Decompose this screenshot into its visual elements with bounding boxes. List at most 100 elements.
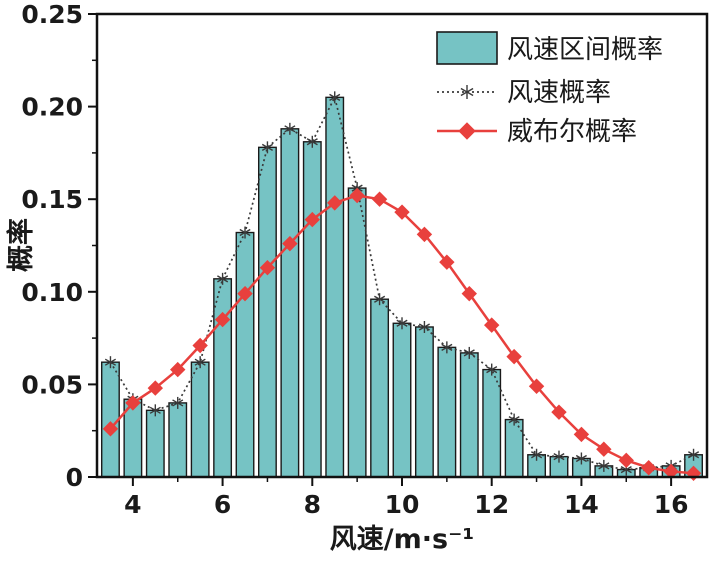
bar-segment xyxy=(504,418,524,478)
diamond-marker xyxy=(618,452,634,469)
asterisk-marker xyxy=(329,91,341,104)
diamond-marker xyxy=(147,380,164,396)
asterisk-spoke xyxy=(306,138,318,146)
diamond-marker xyxy=(327,195,343,211)
diamond-marker xyxy=(458,122,476,140)
asterisk-spoke xyxy=(575,454,587,463)
asterisk-marker xyxy=(575,452,587,465)
asterisk-marker xyxy=(687,448,700,461)
y-tick-label: 0.05 xyxy=(21,370,83,399)
y-tick-label: 0.10 xyxy=(21,278,83,307)
diamond-marker xyxy=(439,254,455,270)
legend-swatch-wind-probability-line xyxy=(437,85,497,99)
diamond-marker xyxy=(371,191,388,207)
diamond-marker xyxy=(416,226,433,243)
wind-probability-line xyxy=(109,94,694,471)
asterisk-spoke xyxy=(463,349,475,357)
bar-segment xyxy=(145,409,165,478)
asterisk-spoke xyxy=(217,275,229,283)
diamond-marker xyxy=(506,348,522,365)
asterisk-spoke xyxy=(239,228,251,237)
asterisk-marker xyxy=(194,356,206,369)
asterisk-marker xyxy=(553,450,565,463)
x-tick-label: 4 xyxy=(124,490,141,519)
asterisk-spoke xyxy=(149,406,161,414)
bar-segment xyxy=(392,322,412,478)
asterisk-marker xyxy=(486,363,498,376)
diamond-marker xyxy=(259,260,276,276)
diamond-marker xyxy=(170,361,186,378)
asterisk-spoke xyxy=(261,143,273,151)
asterisk-marker xyxy=(217,272,229,285)
y-axis-title: 概率 xyxy=(5,218,37,272)
diamond-marker xyxy=(102,421,119,437)
bar-segment xyxy=(257,146,277,478)
asterisk-marker xyxy=(396,317,408,330)
diamond-marker xyxy=(394,204,410,220)
asterisk-spoke xyxy=(441,343,453,351)
asterisk-marker xyxy=(418,320,430,333)
x-tick-label: 6 xyxy=(214,490,231,519)
diamond-marker xyxy=(640,460,657,476)
bar-segment xyxy=(414,326,434,478)
asterisk-spoke xyxy=(553,453,565,461)
bar-segment xyxy=(347,187,367,478)
x-tick-label: 16 xyxy=(654,490,689,519)
bar-segment xyxy=(235,231,255,478)
asterisk-marker xyxy=(441,341,453,354)
diamond-marker xyxy=(551,404,567,420)
asterisk-spoke xyxy=(598,462,610,470)
legend: 风速区间概率 风速概率 威布尔概率 xyxy=(436,31,663,147)
diamond-marker xyxy=(304,211,321,228)
diamond-marker xyxy=(125,395,141,411)
diamond-marker xyxy=(483,317,500,333)
legend-swatch-weibull-line xyxy=(437,122,497,140)
bar-segment xyxy=(280,128,300,478)
asterisk-spoke xyxy=(486,365,498,374)
asterisk-spoke xyxy=(374,295,386,303)
bar-segment xyxy=(213,278,233,478)
x-tick-label: 10 xyxy=(385,490,420,519)
asterisk-marker xyxy=(172,396,184,409)
asterisk-spoke xyxy=(104,358,117,366)
diamond-marker xyxy=(596,441,612,457)
bar-segment xyxy=(459,352,479,478)
diamond-marker xyxy=(214,311,231,328)
asterisk-spoke xyxy=(284,125,296,133)
bar-segment xyxy=(482,368,502,478)
asterisk-marker xyxy=(149,404,161,417)
asterisk-spoke xyxy=(460,87,474,97)
bar-segment xyxy=(370,298,390,478)
x-axis-title: 风速/m·s⁻¹ xyxy=(330,524,474,555)
y-tick-label: 0.15 xyxy=(21,185,83,214)
plot-area: 4 6 8 10 12 14 16 0 0.05 0.10 0.15 0.20 0.25 xyxy=(21,0,709,519)
asterisk-marker xyxy=(508,413,520,426)
asterisk-spoke xyxy=(418,323,430,331)
diamond-marker xyxy=(349,187,365,204)
legend-swatch-bar-series xyxy=(436,31,498,65)
asterisk-marker xyxy=(306,135,318,148)
asterisk-marker xyxy=(463,346,475,359)
y-tick-label: 0.20 xyxy=(21,93,83,122)
bar-segment xyxy=(101,361,120,478)
asterisk-spoke xyxy=(396,319,408,327)
diamond-marker xyxy=(528,378,545,394)
bar-segment xyxy=(302,141,322,478)
asterisk-marker xyxy=(460,85,474,99)
asterisk-marker xyxy=(598,459,610,472)
legend-label-wind-probability: 风速概率 xyxy=(507,78,611,108)
legend-label-weibull-probability: 威布尔概率 xyxy=(507,117,637,147)
asterisk-spoke xyxy=(194,358,206,366)
asterisk-spoke xyxy=(508,415,520,424)
y-tick-label: 0 xyxy=(66,463,83,492)
bar-segment xyxy=(437,346,457,478)
x-tick-label: 8 xyxy=(304,490,321,519)
asterisk-marker xyxy=(531,448,543,461)
asterisk-marker xyxy=(374,293,386,306)
diamond-marker xyxy=(237,285,253,302)
bar-segment xyxy=(168,402,188,478)
diamond-marker xyxy=(461,285,477,302)
asterisk-spoke xyxy=(620,465,632,474)
diamond-marker xyxy=(192,337,208,354)
